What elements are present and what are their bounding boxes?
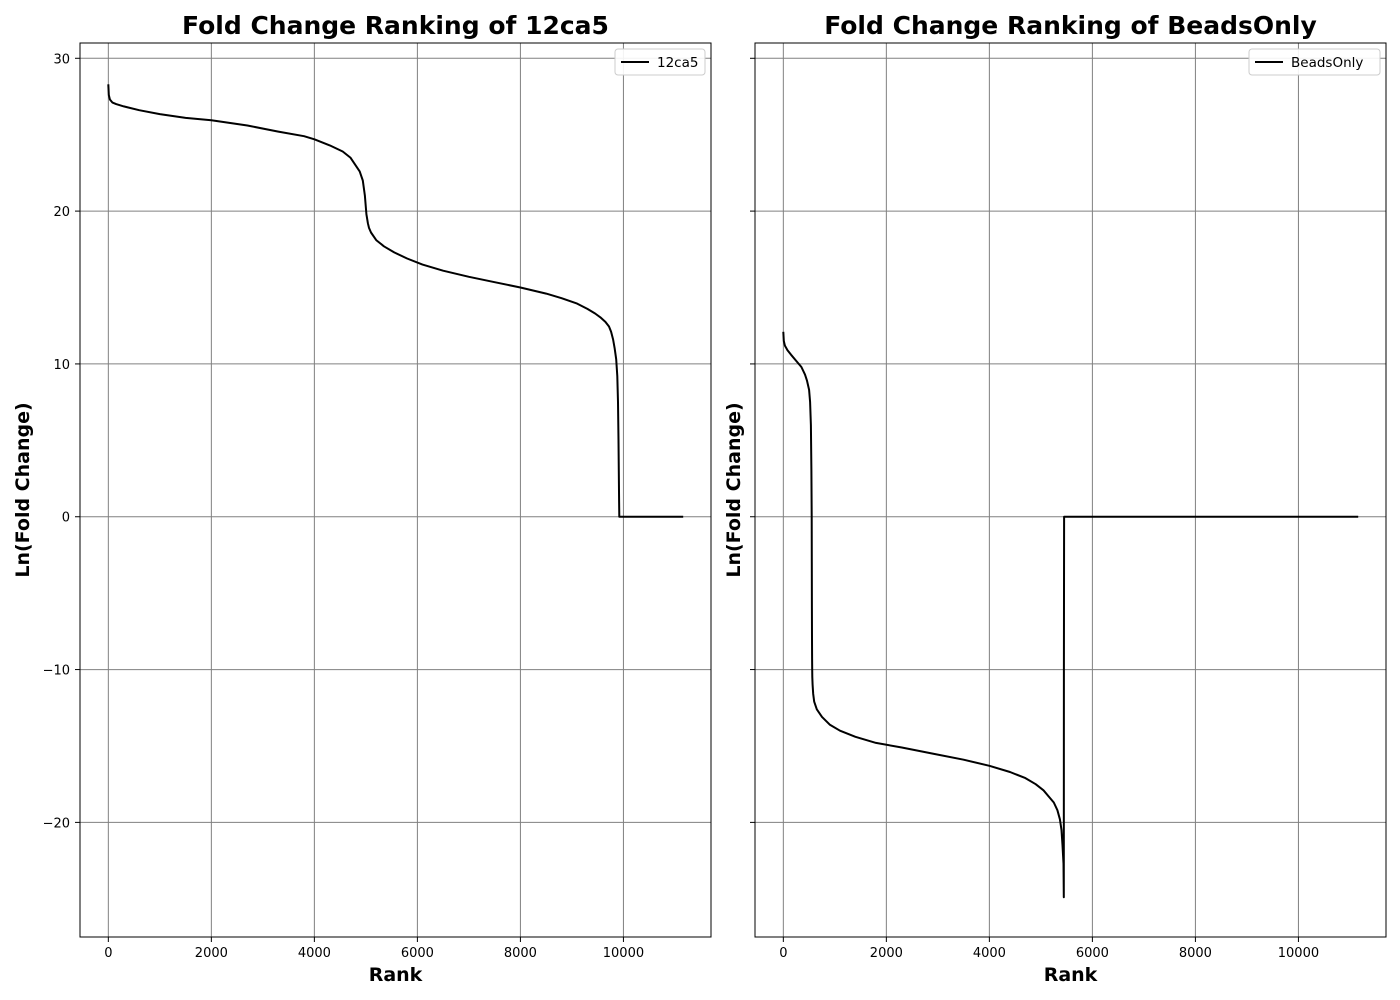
legend: BeadsOnly (1248, 48, 1381, 76)
y-tick-label: −20 (43, 816, 70, 831)
chart-panel-1: 0 2000 4000 6000 8000 10000 30 20 10 0 −10 −20 12ca5… (12, 11, 712, 986)
x-tick-label: 6000 (401, 946, 434, 961)
x-tick-label: 2000 (195, 946, 228, 961)
legend-box (614, 48, 706, 76)
x-tick-label: 0 (104, 946, 112, 961)
x-tick-label: 4000 (973, 946, 1006, 961)
x-axis-label: Rank (369, 964, 423, 986)
y-axis-label: Ln(Fold Change) (723, 402, 745, 577)
plot-frame (754, 42, 1387, 938)
y-tick-label: −10 (43, 664, 70, 679)
series-line-BeadsOnly (782, 331, 1359, 899)
x-tick-label: 10000 (603, 946, 644, 961)
y-tick-label: 0 (62, 511, 70, 526)
plot-frame (79, 42, 712, 938)
legend: 12ca5 (614, 48, 706, 76)
x-tick-label: 4000 (298, 946, 331, 961)
legend-label: BeadsOnly (1291, 55, 1363, 71)
chart-panel-2: 0 2000 4000 6000 8000 10000 BeadsOnly Fold Chan… (723, 11, 1387, 986)
legend-box (1248, 48, 1381, 76)
chart-title: Fold Change Ranking of BeadsOnly (824, 11, 1317, 40)
legend-label: 12ca5 (657, 55, 698, 71)
x-tick-label: 0 (779, 946, 787, 961)
y-tick-label: 10 (53, 358, 70, 373)
x-tick-label: 10000 (1278, 946, 1319, 961)
y-tick-label: 30 (53, 52, 70, 67)
x-tick-label: 6000 (1076, 946, 1109, 961)
x-axis-label: Rank (1044, 964, 1098, 986)
x-tick-label: 8000 (1179, 946, 1212, 961)
series-line-12ca5 (107, 84, 684, 518)
x-tick-label: 8000 (504, 946, 537, 961)
y-tick-label: 20 (53, 205, 70, 220)
y-axis-label: Ln(Fold Change) (12, 402, 34, 577)
chart-title: Fold Change Ranking of 12ca5 (182, 11, 609, 40)
x-tick-label: 2000 (870, 946, 903, 961)
